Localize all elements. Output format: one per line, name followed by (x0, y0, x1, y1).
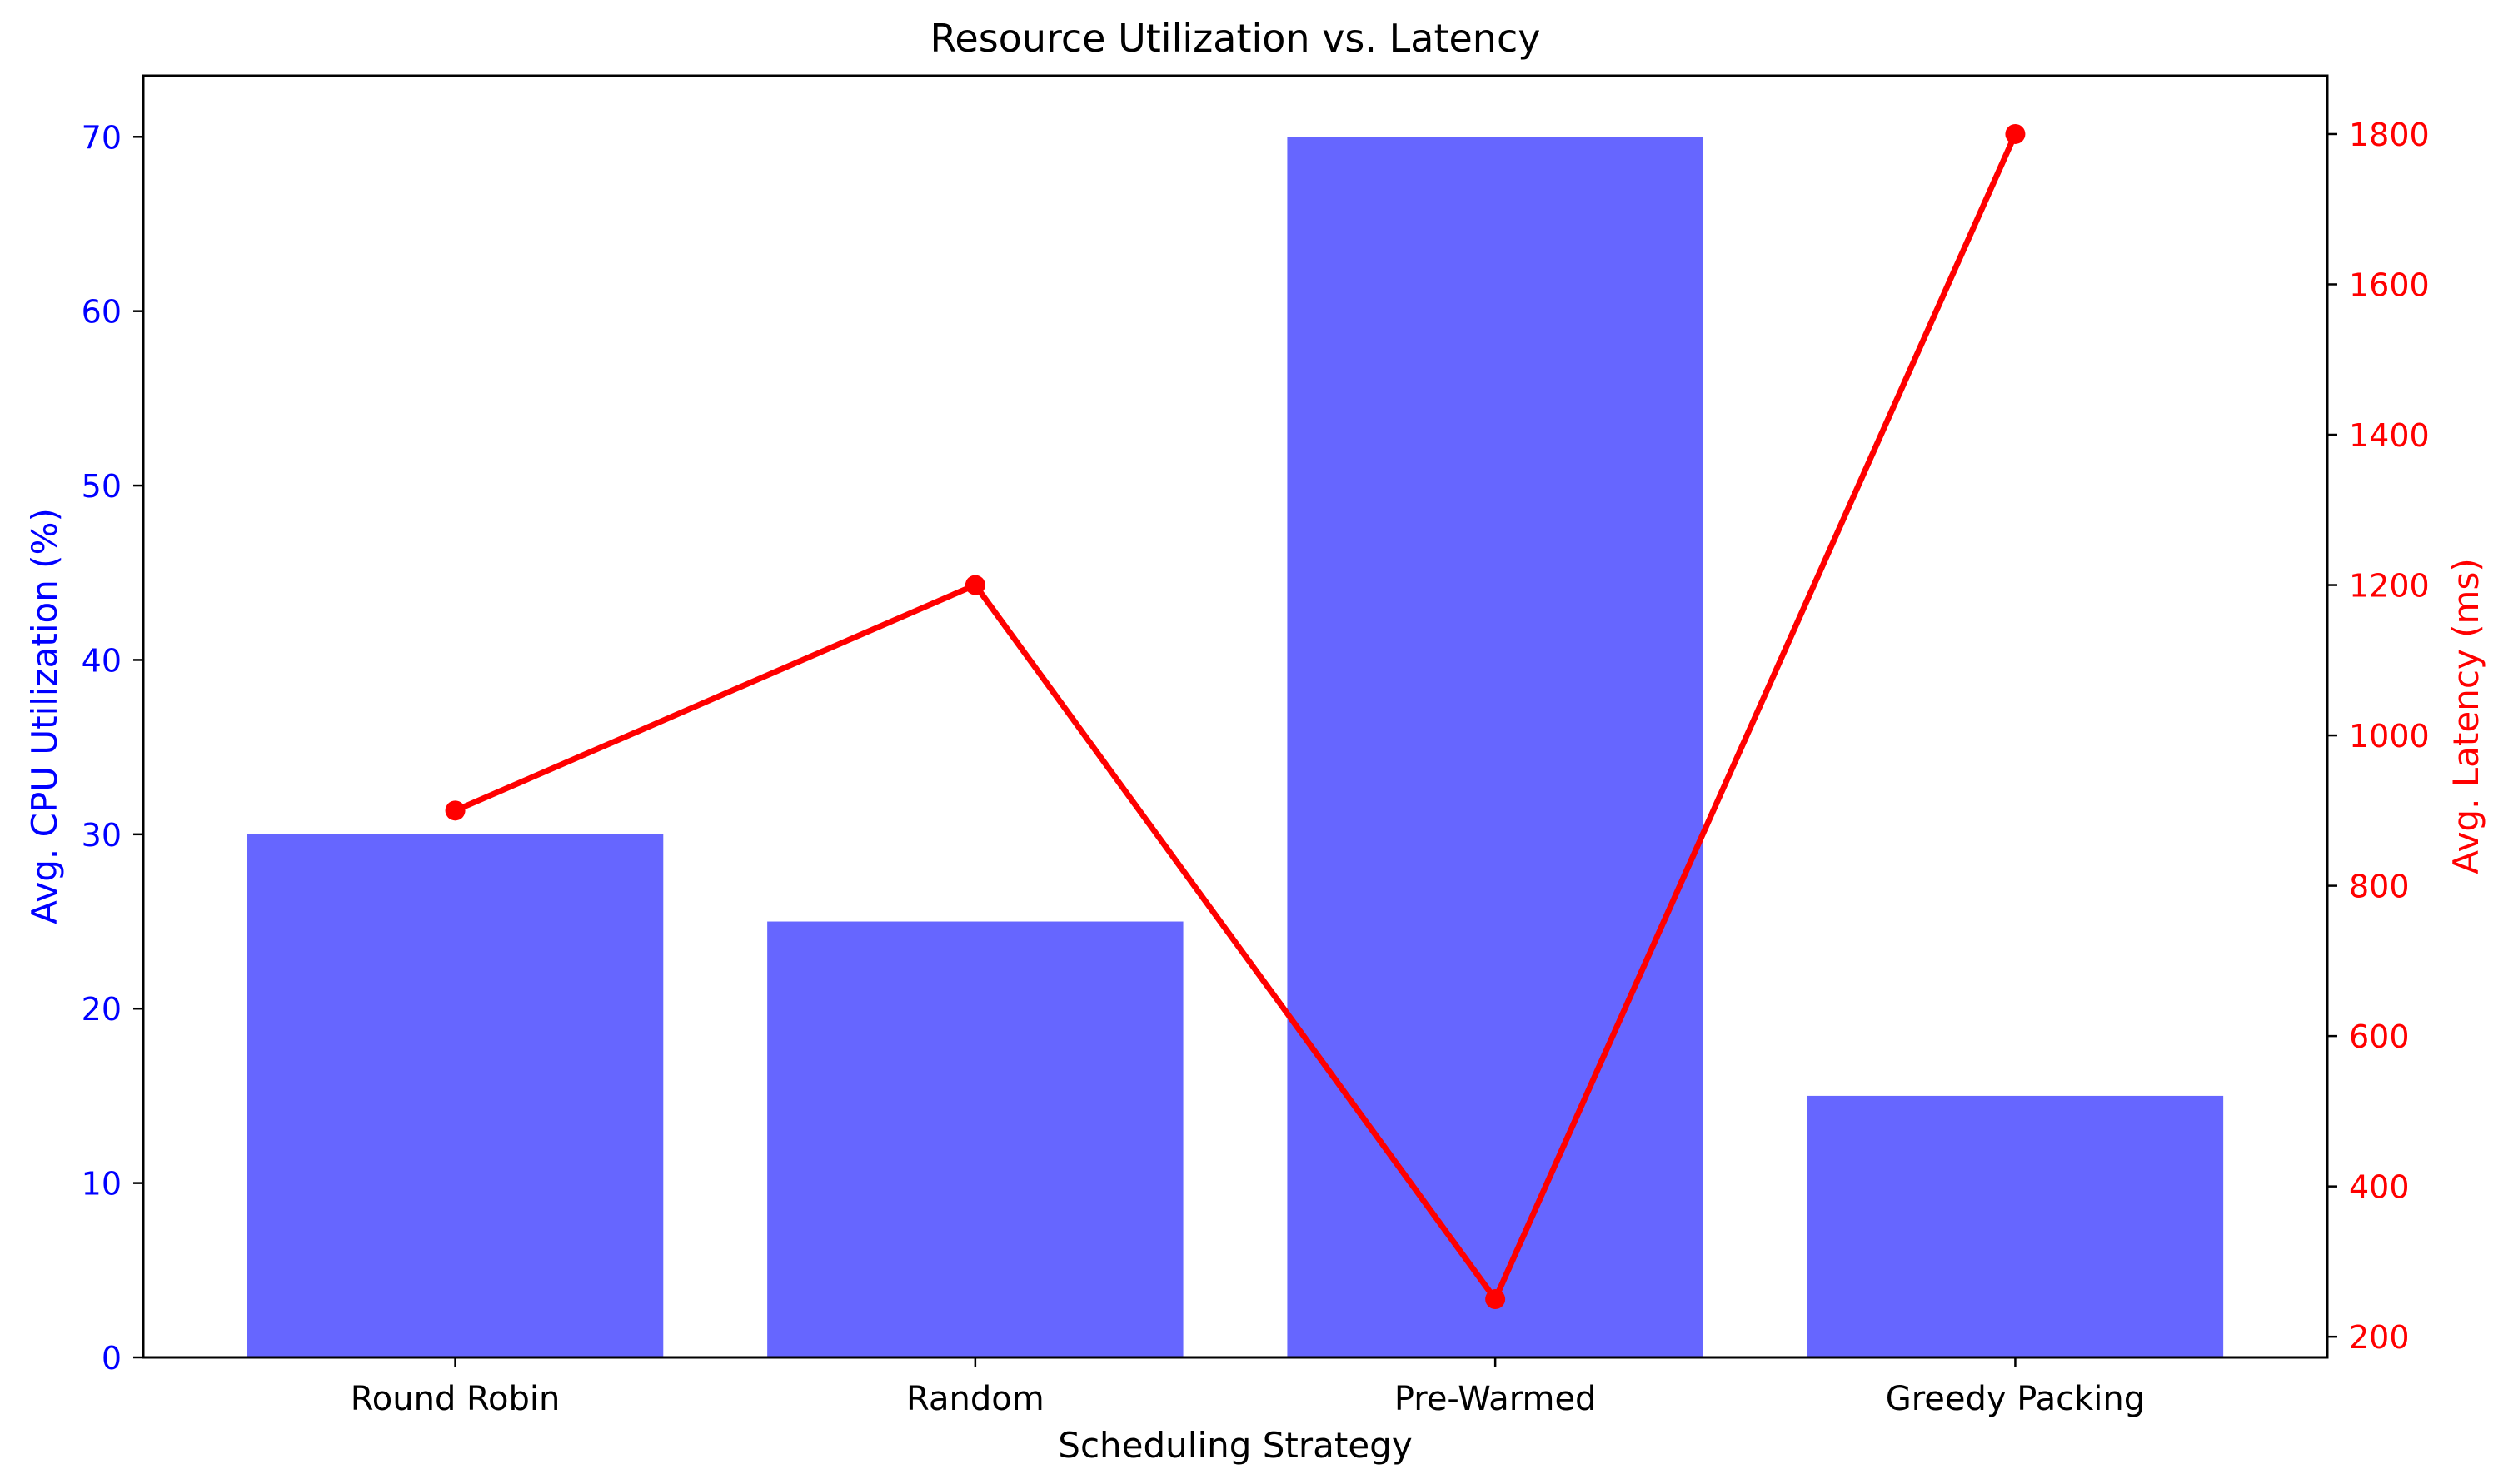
right-tick-label: 1200 (2349, 568, 2430, 605)
left-tick-label: 70 (82, 119, 122, 156)
right-tick-label: 400 (2349, 1169, 2410, 1206)
latency-point (1485, 1289, 1506, 1310)
left-tick-label: 10 (82, 1166, 122, 1203)
right-axis-label: Avg. Latency (ms) (2446, 558, 2486, 874)
right-tick-label: 800 (2349, 869, 2410, 905)
left-axis-label: Avg. CPU Utilization (%) (24, 508, 65, 924)
latency-point (2005, 123, 2026, 144)
right-tick-label: 1600 (2349, 266, 2430, 303)
x-tick-label: Pre-Warmed (1394, 1380, 1597, 1418)
left-tick-label: 20 (82, 991, 122, 1028)
right-tick-label: 200 (2349, 1319, 2410, 1356)
x-tick-label: Greedy Packing (1886, 1380, 2145, 1418)
right-tick-label: 1000 (2349, 718, 2430, 754)
plot-frame (142, 74, 2329, 1359)
latency-line (454, 132, 2018, 1302)
right-tick-label: 600 (2349, 1018, 2410, 1055)
latency-point (965, 575, 985, 595)
left-tick-label: 30 (82, 817, 122, 854)
left-tick-label: 0 (102, 1340, 122, 1377)
x-tick-label: Random (906, 1380, 1045, 1418)
bars-layer (247, 137, 2224, 1357)
left-tick-label: 50 (82, 468, 122, 505)
x-axis-label: Scheduling Strategy (1058, 1425, 1412, 1466)
bar (1807, 1095, 2224, 1357)
left-tick-label: 40 (82, 642, 122, 679)
x-tick-label: Round Robin (351, 1380, 561, 1418)
bar (247, 834, 664, 1357)
chart-title: Resource Utilization vs. Latency (930, 16, 1541, 61)
line-layer (445, 123, 2026, 1310)
bar (1287, 137, 1703, 1357)
right-tick-label: 1800 (2349, 117, 2430, 153)
axes-layer: 0 10 20 30 40 50 60 70 200 400 600 800 1000 1200 1400 1… (82, 74, 2430, 1418)
left-tick-label: 60 (82, 294, 122, 331)
latency-point (445, 800, 466, 821)
bar (767, 921, 1184, 1357)
right-tick-label: 1400 (2349, 417, 2430, 454)
